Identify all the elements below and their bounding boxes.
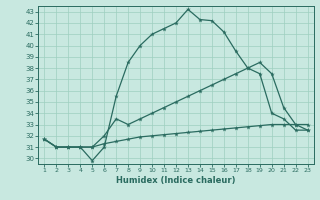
X-axis label: Humidex (Indice chaleur): Humidex (Indice chaleur): [116, 176, 236, 185]
